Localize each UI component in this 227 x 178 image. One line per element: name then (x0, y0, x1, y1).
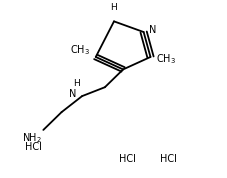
Text: H: H (110, 2, 117, 12)
Text: N: N (69, 89, 76, 99)
Text: HCl: HCl (25, 142, 42, 151)
Text: CH$_3$: CH$_3$ (155, 52, 175, 66)
Text: NH$_2$: NH$_2$ (22, 131, 42, 145)
Text: N: N (148, 25, 155, 35)
Text: H: H (73, 79, 79, 88)
Text: CH$_3$: CH$_3$ (70, 43, 90, 57)
Text: HCl: HCl (160, 154, 176, 164)
Text: HCl: HCl (119, 154, 136, 164)
